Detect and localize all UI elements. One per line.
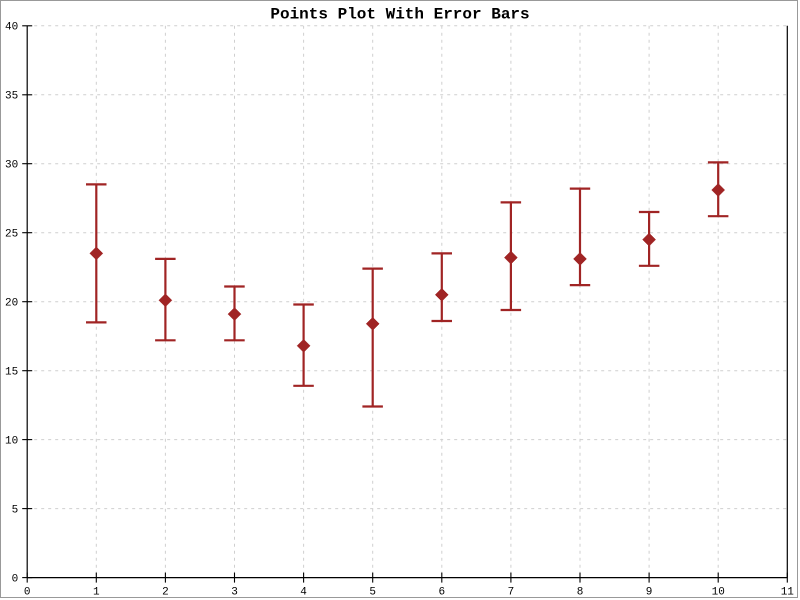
svg-text:10: 10 [712, 587, 725, 599]
svg-text:8: 8 [577, 587, 584, 599]
svg-text:35: 35 [5, 91, 18, 103]
svg-text:15: 15 [5, 367, 18, 379]
svg-text:5: 5 [369, 587, 376, 599]
svg-text:6: 6 [438, 587, 445, 599]
svg-text:0: 0 [12, 573, 19, 585]
svg-text:5: 5 [12, 504, 19, 516]
svg-text:0: 0 [24, 587, 31, 599]
svg-text:40: 40 [5, 22, 18, 34]
svg-text:2: 2 [162, 587, 169, 599]
svg-text:11: 11 [781, 587, 795, 599]
svg-text:4: 4 [300, 587, 307, 599]
svg-text:20: 20 [5, 298, 18, 310]
svg-text:7: 7 [508, 587, 515, 599]
svg-text:30: 30 [5, 160, 18, 172]
svg-text:10: 10 [5, 435, 18, 447]
svg-text:3: 3 [231, 587, 238, 599]
svg-text:Points Plot With Error Bars: Points Plot With Error Bars [270, 6, 529, 24]
svg-text:25: 25 [5, 229, 18, 241]
svg-text:9: 9 [646, 587, 653, 599]
svg-text:1: 1 [93, 587, 100, 599]
